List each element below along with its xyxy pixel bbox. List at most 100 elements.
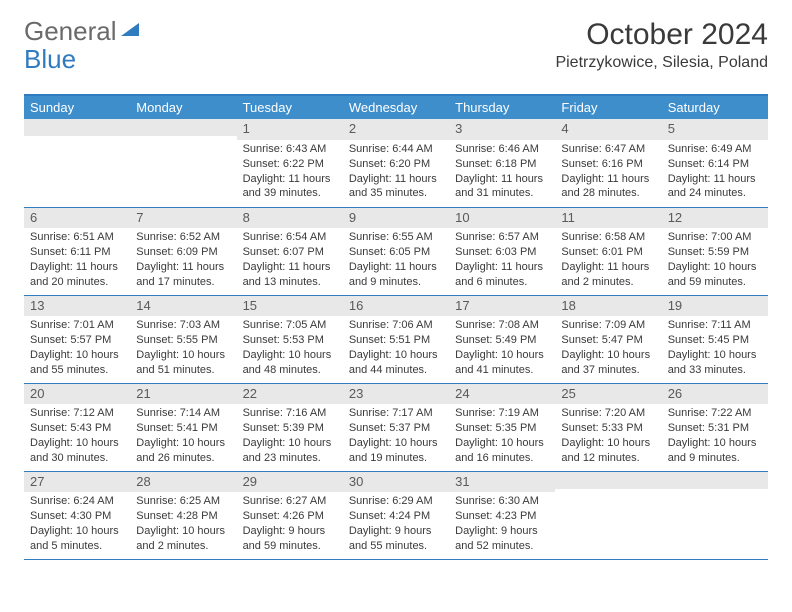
logo: General — [24, 18, 143, 44]
day-detail-line: Daylight: 11 hours — [349, 172, 443, 187]
day-number — [24, 119, 130, 136]
day-detail-line: Sunset: 5:55 PM — [136, 333, 230, 348]
logo-text-general: General — [24, 18, 117, 44]
day-detail-line: Sunrise: 6:27 AM — [243, 494, 337, 509]
day-detail-line: Sunrise: 6:52 AM — [136, 230, 230, 245]
day-detail-line: Sunset: 5:35 PM — [455, 421, 549, 436]
day-detail-line: Sunrise: 6:54 AM — [243, 230, 337, 245]
day-number: 20 — [24, 384, 130, 405]
day-number — [555, 472, 661, 489]
calendar-day-cell: 27Sunrise: 6:24 AMSunset: 4:30 PMDayligh… — [24, 471, 130, 559]
day-detail-line: Daylight: 10 hours — [136, 436, 230, 451]
calendar-day-cell: 3Sunrise: 6:46 AMSunset: 6:18 PMDaylight… — [449, 119, 555, 207]
day-detail-line: Sunset: 5:49 PM — [455, 333, 549, 348]
day-details: Sunrise: 6:55 AMSunset: 6:05 PMDaylight:… — [343, 228, 449, 293]
day-number: 18 — [555, 296, 661, 317]
day-detail-line: Sunset: 5:43 PM — [30, 421, 124, 436]
day-detail-line: and 12 minutes. — [561, 451, 655, 466]
day-number: 2 — [343, 119, 449, 140]
day-details: Sunrise: 6:51 AMSunset: 6:11 PMDaylight:… — [24, 228, 130, 293]
day-detail-line: and 33 minutes. — [668, 363, 762, 378]
day-details: Sunrise: 7:14 AMSunset: 5:41 PMDaylight:… — [130, 404, 236, 469]
day-detail-line: and 19 minutes. — [349, 451, 443, 466]
day-details: Sunrise: 7:03 AMSunset: 5:55 PMDaylight:… — [130, 316, 236, 381]
day-detail-line: Daylight: 11 hours — [349, 260, 443, 275]
day-details: Sunrise: 7:08 AMSunset: 5:49 PMDaylight:… — [449, 316, 555, 381]
calendar-day-cell: 29Sunrise: 6:27 AMSunset: 4:26 PMDayligh… — [237, 471, 343, 559]
day-detail-line: and 48 minutes. — [243, 363, 337, 378]
calendar-day-cell: 8Sunrise: 6:54 AMSunset: 6:07 PMDaylight… — [237, 207, 343, 295]
day-detail-line: Sunset: 5:59 PM — [668, 245, 762, 260]
calendar-day-cell: 11Sunrise: 6:58 AMSunset: 6:01 PMDayligh… — [555, 207, 661, 295]
day-detail-line: Sunrise: 7:00 AM — [668, 230, 762, 245]
day-detail-line: Daylight: 11 hours — [668, 172, 762, 187]
day-detail-line: and 44 minutes. — [349, 363, 443, 378]
day-detail-line: Daylight: 10 hours — [30, 348, 124, 363]
day-details: Sunrise: 6:27 AMSunset: 4:26 PMDaylight:… — [237, 492, 343, 557]
day-details: Sunrise: 6:54 AMSunset: 6:07 PMDaylight:… — [237, 228, 343, 293]
day-detail-line: Sunrise: 6:47 AM — [561, 142, 655, 157]
day-detail-line: Daylight: 9 hours — [243, 524, 337, 539]
day-detail-line: Daylight: 11 hours — [455, 172, 549, 187]
day-detail-line: and 55 minutes. — [30, 363, 124, 378]
calendar-week-row: 13Sunrise: 7:01 AMSunset: 5:57 PMDayligh… — [24, 295, 768, 383]
day-detail-line: Sunset: 6:20 PM — [349, 157, 443, 172]
day-detail-line: Daylight: 11 hours — [243, 172, 337, 187]
day-details: Sunrise: 6:44 AMSunset: 6:20 PMDaylight:… — [343, 140, 449, 205]
day-details: Sunrise: 6:25 AMSunset: 4:28 PMDaylight:… — [130, 492, 236, 557]
day-detail-line: Sunset: 6:01 PM — [561, 245, 655, 260]
day-detail-line: Daylight: 10 hours — [243, 436, 337, 451]
day-detail-line: Sunrise: 7:20 AM — [561, 406, 655, 421]
day-detail-line: and 59 minutes. — [243, 539, 337, 554]
calendar-day-cell: 28Sunrise: 6:25 AMSunset: 4:28 PMDayligh… — [130, 471, 236, 559]
dow-thursday: Thursday — [449, 96, 555, 119]
day-details: Sunrise: 6:47 AMSunset: 6:16 PMDaylight:… — [555, 140, 661, 205]
day-detail-line: Sunset: 4:26 PM — [243, 509, 337, 524]
day-detail-line: and 9 minutes. — [349, 275, 443, 290]
calendar-day-cell: 13Sunrise: 7:01 AMSunset: 5:57 PMDayligh… — [24, 295, 130, 383]
dow-monday: Monday — [130, 96, 236, 119]
dow-tuesday: Tuesday — [237, 96, 343, 119]
day-detail-line: Sunrise: 7:22 AM — [668, 406, 762, 421]
day-detail-line: Daylight: 10 hours — [668, 260, 762, 275]
day-detail-line: and 31 minutes. — [455, 186, 549, 201]
day-details: Sunrise: 7:06 AMSunset: 5:51 PMDaylight:… — [343, 316, 449, 381]
dow-saturday: Saturday — [662, 96, 768, 119]
calendar-day-cell: 18Sunrise: 7:09 AMSunset: 5:47 PMDayligh… — [555, 295, 661, 383]
day-detail-line: and 2 minutes. — [561, 275, 655, 290]
day-details: Sunrise: 7:16 AMSunset: 5:39 PMDaylight:… — [237, 404, 343, 469]
day-detail-line: Daylight: 10 hours — [349, 436, 443, 451]
calendar-day-cell: 26Sunrise: 7:22 AMSunset: 5:31 PMDayligh… — [662, 383, 768, 471]
day-number: 19 — [662, 296, 768, 317]
day-detail-line: and 55 minutes. — [349, 539, 443, 554]
header: General October 2024 Pietrzykowice, Sile… — [24, 18, 768, 72]
day-detail-line: and 26 minutes. — [136, 451, 230, 466]
day-detail-line: Sunrise: 6:58 AM — [561, 230, 655, 245]
dow-wednesday: Wednesday — [343, 96, 449, 119]
day-detail-line: Sunrise: 7:01 AM — [30, 318, 124, 333]
day-detail-line: Daylight: 10 hours — [243, 348, 337, 363]
calendar-day-cell: 16Sunrise: 7:06 AMSunset: 5:51 PMDayligh… — [343, 295, 449, 383]
calendar-day-cell: 31Sunrise: 6:30 AMSunset: 4:23 PMDayligh… — [449, 471, 555, 559]
day-detail-line: and 39 minutes. — [243, 186, 337, 201]
day-details — [130, 136, 236, 142]
day-number: 6 — [24, 208, 130, 229]
day-detail-line: Sunset: 6:22 PM — [243, 157, 337, 172]
calendar-day-cell: 2Sunrise: 6:44 AMSunset: 6:20 PMDaylight… — [343, 119, 449, 207]
day-number — [130, 119, 236, 136]
day-detail-line: Sunrise: 6:25 AM — [136, 494, 230, 509]
day-detail-line: Daylight: 11 hours — [136, 260, 230, 275]
day-number: 15 — [237, 296, 343, 317]
day-detail-line: and 9 minutes. — [668, 451, 762, 466]
logo-triangle-icon — [119, 18, 141, 44]
day-details: Sunrise: 6:57 AMSunset: 6:03 PMDaylight:… — [449, 228, 555, 293]
day-detail-line: Sunrise: 7:11 AM — [668, 318, 762, 333]
day-detail-line: Sunset: 6:05 PM — [349, 245, 443, 260]
day-detail-line: Sunset: 4:30 PM — [30, 509, 124, 524]
day-detail-line: Sunrise: 6:57 AM — [455, 230, 549, 245]
calendar-day-cell: 5Sunrise: 6:49 AMSunset: 6:14 PMDaylight… — [662, 119, 768, 207]
day-number: 25 — [555, 384, 661, 405]
calendar-day-cell: 17Sunrise: 7:08 AMSunset: 5:49 PMDayligh… — [449, 295, 555, 383]
day-number: 23 — [343, 384, 449, 405]
month-title: October 2024 — [555, 18, 768, 52]
